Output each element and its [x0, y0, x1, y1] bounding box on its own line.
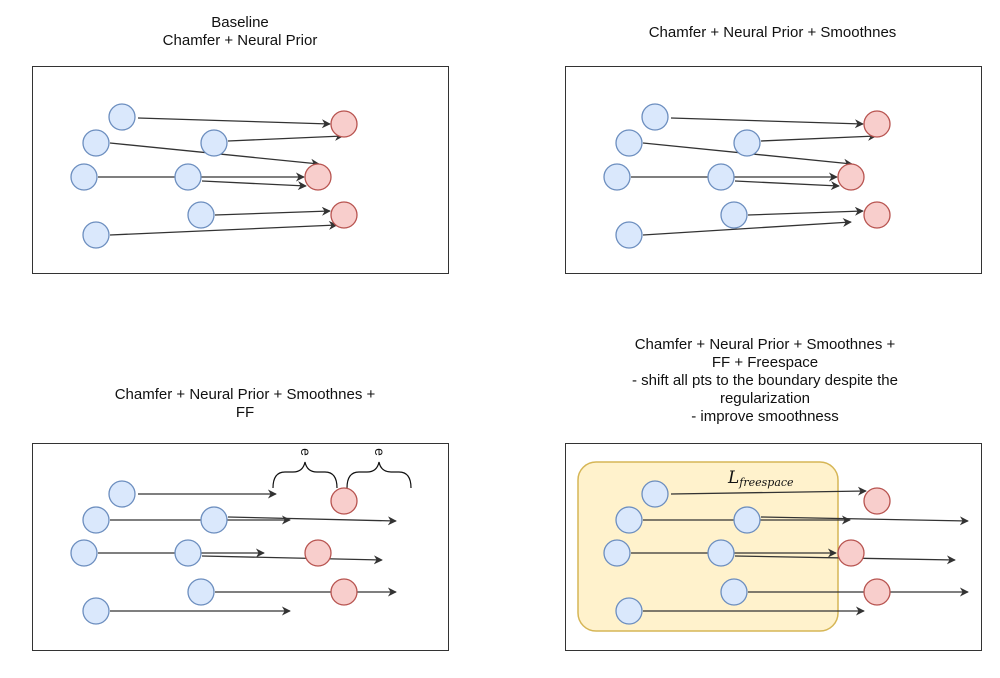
title-line: Chamfer + Neural Prior + Smoothnes + — [114, 386, 376, 403]
flow-arrow — [642, 218, 852, 236]
title-line: - improve smoothness — [691, 408, 839, 425]
target-points-smoothness — [837, 110, 891, 229]
source-point — [108, 103, 136, 131]
target-point — [863, 487, 891, 515]
target-point — [330, 487, 358, 515]
source-point — [603, 539, 631, 567]
flow-arrow — [670, 117, 864, 129]
source-points-ff — [70, 480, 228, 625]
title-line: FF — [235, 404, 255, 421]
target-point — [837, 163, 865, 191]
flow-arrow — [734, 180, 840, 191]
target-point — [863, 201, 891, 229]
source-point — [174, 163, 202, 191]
source-points-baseline — [70, 103, 228, 249]
source-points-smoothness — [603, 103, 761, 249]
title-line: Chamfer + Neural Prior + Smoothnes + — [634, 336, 896, 353]
target-points-ff — [304, 487, 358, 606]
source-point — [641, 480, 669, 508]
title-line: - shift all pts to the boundary despite … — [632, 372, 898, 389]
source-point — [733, 506, 761, 534]
source-point — [174, 539, 202, 567]
source-point — [615, 129, 643, 157]
title-line: Baseline — [211, 14, 269, 31]
source-point — [70, 539, 98, 567]
flow-arrows-ff — [98, 489, 397, 616]
epsilon-brace-right — [346, 461, 412, 489]
source-point — [108, 480, 136, 508]
source-point — [82, 129, 110, 157]
source-point — [187, 578, 215, 606]
flow-arrow — [137, 117, 331, 129]
source-point — [615, 506, 643, 534]
target-point — [837, 539, 865, 567]
flow-arrow — [747, 206, 864, 216]
title-line: Chamfer + Neural Prior — [162, 32, 318, 49]
flow-arrow — [109, 220, 338, 236]
loss-symbol: L — [727, 468, 739, 488]
target-point — [330, 110, 358, 138]
flow-arrows-baseline — [98, 117, 344, 236]
source-point — [733, 129, 761, 157]
target-point — [863, 110, 891, 138]
source-point — [720, 578, 748, 606]
flow-arrow — [227, 516, 397, 526]
target-point — [330, 201, 358, 229]
flow-arrows-smoothness — [631, 117, 877, 236]
flow-arrow — [760, 131, 877, 142]
source-point — [82, 221, 110, 249]
source-point — [615, 221, 643, 249]
title-line: FF + Freespace — [711, 354, 819, 371]
title-line: regularization — [719, 390, 811, 407]
source-point — [200, 129, 228, 157]
panel-title-ff: Chamfer + Neural Prior + Smoothnes + FF — [85, 386, 405, 422]
flow-arrow — [214, 206, 331, 216]
panel-title-baseline: Baseline Chamfer + Neural Prior — [90, 14, 390, 50]
source-point — [187, 201, 215, 229]
flow-arrow — [760, 516, 969, 526]
flow-arrow — [201, 180, 307, 191]
epsilon-brace-left — [272, 461, 338, 489]
flow-arrow — [670, 486, 867, 496]
freespace-loss-label: Lfreespace — [727, 468, 794, 489]
target-point — [330, 578, 358, 606]
panel-title-freespace: Chamfer + Neural Prior + Smoothnes + FF … — [595, 336, 935, 426]
source-point — [200, 506, 228, 534]
target-point — [304, 163, 332, 191]
loss-subscript: freespace — [738, 476, 794, 489]
source-point — [707, 539, 735, 567]
source-point — [720, 201, 748, 229]
flow-arrow — [227, 131, 344, 142]
epsilon-label-right: e — [372, 448, 388, 456]
target-point — [863, 578, 891, 606]
title-line: Chamfer + Neural Prior + Smoothnes — [648, 24, 897, 41]
source-point — [82, 506, 110, 534]
flow-arrow — [201, 555, 383, 565]
panel-title-smoothness: Chamfer + Neural Prior + Smoothnes — [600, 24, 945, 42]
target-points-baseline — [304, 110, 358, 229]
source-point — [603, 163, 631, 191]
target-point — [304, 539, 332, 567]
source-points-freespace — [603, 480, 761, 625]
target-points-freespace — [837, 487, 891, 606]
freespace-region — [577, 461, 839, 632]
source-point — [82, 597, 110, 625]
source-point — [641, 103, 669, 131]
source-point — [707, 163, 735, 191]
source-point — [615, 597, 643, 625]
epsilon-label-left: e — [298, 448, 314, 456]
source-point — [70, 163, 98, 191]
